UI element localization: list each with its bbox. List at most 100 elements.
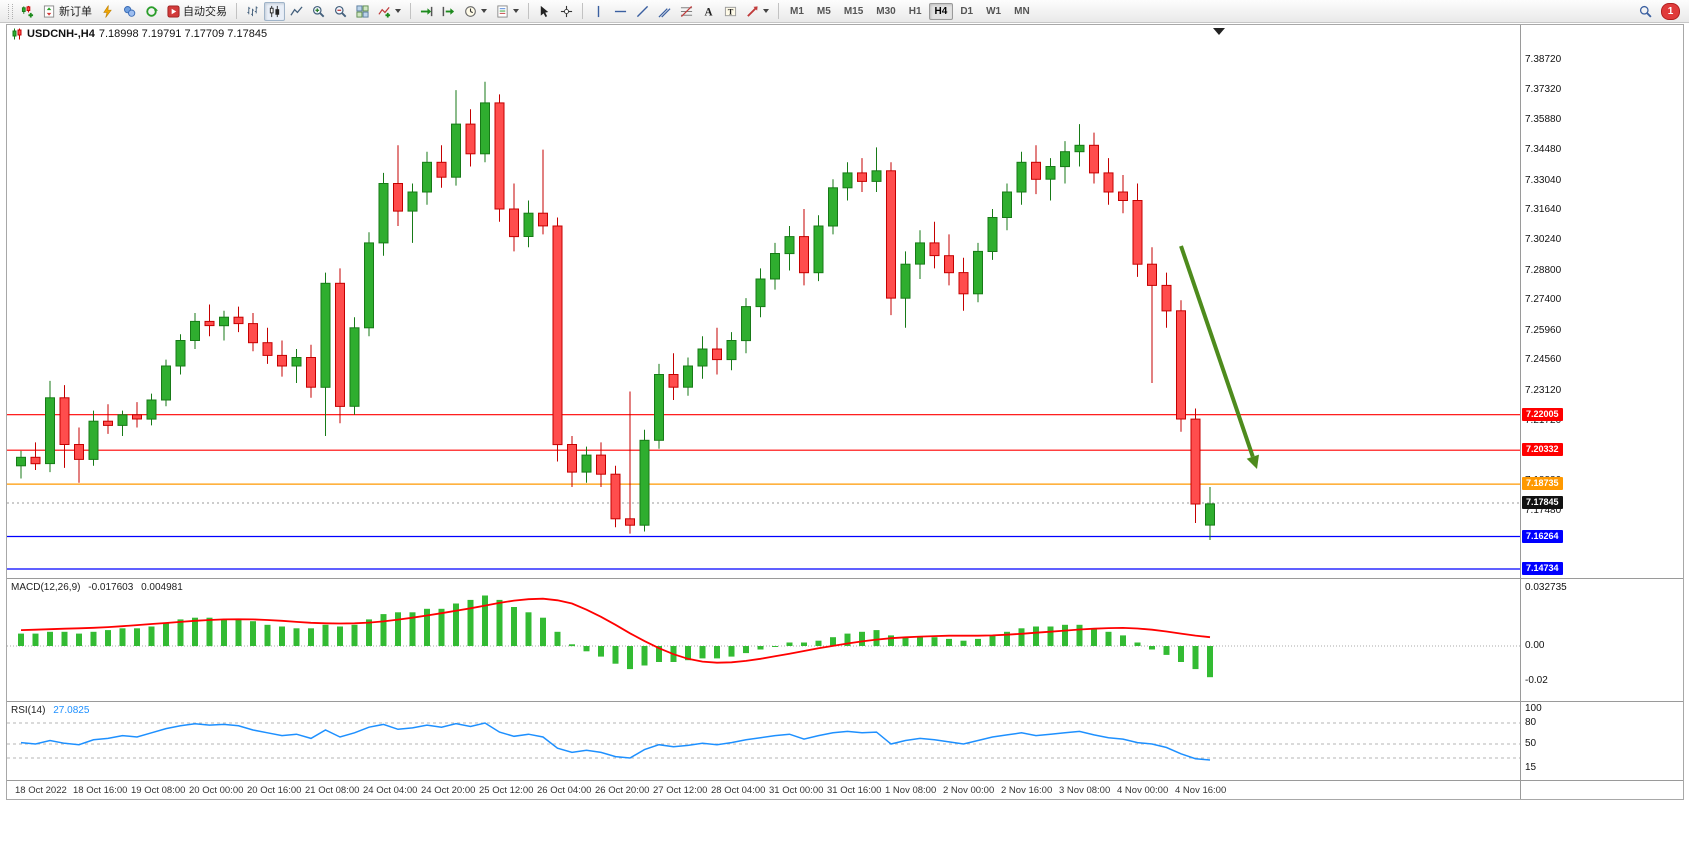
profiles-button[interactable] <box>119 2 140 21</box>
macd-bar <box>554 631 561 646</box>
macd-bar <box>830 637 836 647</box>
macd-value: -0.017603 <box>88 582 134 593</box>
candle <box>219 316 229 327</box>
crosshair-button[interactable] <box>556 2 577 21</box>
trend-arrow[interactable] <box>1179 245 1255 458</box>
time-axis[interactable]: 18 Oct 2022 18 Oct 16:00 19 Oct 08:00 20 Oc… <box>7 781 1520 799</box>
candle <box>741 306 751 342</box>
candle <box>59 397 70 445</box>
toolbar-grip <box>8 3 13 19</box>
candle <box>349 327 360 407</box>
candle <box>378 183 389 244</box>
candle <box>204 320 215 327</box>
templates-icon <box>497 4 508 18</box>
macd-bar <box>960 640 967 646</box>
candle <box>596 454 606 475</box>
rsi-scale-label: 15 <box>1525 762 1537 773</box>
price-tag-7.14734: 7.14734 <box>1522 562 1563 575</box>
toolbar-separator <box>582 3 583 19</box>
tile-windows-icon <box>356 4 369 18</box>
chart-shift-marker[interactable] <box>1213 28 1225 35</box>
candle <box>842 172 853 189</box>
macd-bar <box>148 626 155 646</box>
rsi-panel-canvas[interactable] <box>7 702 1520 780</box>
timeframe-h1-button[interactable]: H1 <box>908 5 922 17</box>
new-order-button[interactable]: 新订单 <box>39 2 96 21</box>
auto-scroll-button[interactable] <box>416 2 437 21</box>
price-tag-7.20332: 7.20332 <box>1522 443 1563 456</box>
cursor-button[interactable] <box>534 2 555 21</box>
timeframe-m5-button[interactable]: M5 <box>816 5 831 17</box>
zoom-in-button[interactable] <box>308 2 329 21</box>
tile-windows-button[interactable] <box>352 2 373 21</box>
notification-badge[interactable]: 1 <box>1661 2 1680 20</box>
timeframe-w1-button[interactable]: W1 <box>986 5 1002 17</box>
price-axis[interactable]: 7.38720 7.37320 7.35880 7.34480 7.33040 7.316… <box>1521 25 1683 799</box>
macd-bar <box>76 633 82 646</box>
candle <box>799 236 809 274</box>
shapes-caret-icon <box>763 9 769 13</box>
zoom-out-button[interactable] <box>330 2 351 21</box>
metaeditor-button[interactable] <box>97 2 118 21</box>
timeframe-m30-button[interactable]: M30 <box>876 5 896 17</box>
macd-panel-canvas[interactable] <box>7 579 1520 701</box>
candle <box>364 242 374 329</box>
text-button[interactable]: A <box>698 2 719 21</box>
indicators-button[interactable] <box>374 2 405 21</box>
candle <box>1132 200 1143 265</box>
horizontal-line-button[interactable] <box>610 2 631 21</box>
timeframe-m15-button[interactable]: M15 <box>843 5 864 17</box>
time-label: 18 Oct 2022 <box>15 785 67 796</box>
data-window-button[interactable] <box>141 2 162 21</box>
candle <box>1002 191 1012 218</box>
candle <box>610 473 621 520</box>
panel-separator[interactable] <box>7 578 1683 579</box>
arrows-shapes-button[interactable] <box>742 2 773 21</box>
autotrading-button[interactable]: 自动交易 <box>163 2 231 21</box>
bar-chart-button[interactable] <box>242 2 263 21</box>
macd-bar <box>583 646 590 652</box>
text-label-button[interactable]: T <box>720 2 741 21</box>
candle <box>436 161 447 178</box>
macd-bar <box>1134 642 1141 646</box>
candle <box>567 444 577 473</box>
clock-icon <box>465 5 476 17</box>
candle <box>480 102 490 155</box>
auto-scroll-icon <box>420 6 433 16</box>
main-chart-canvas[interactable] <box>7 25 1520 578</box>
line-chart-button[interactable] <box>286 2 307 21</box>
timeframe-d1-button[interactable]: D1 <box>960 5 974 17</box>
time-label: 26 Oct 20:00 <box>595 785 650 796</box>
timeframe-mn-button[interactable]: MN <box>1014 5 1030 17</box>
candle <box>958 272 969 295</box>
candle <box>523 212 534 237</box>
macd-bar <box>351 624 358 647</box>
macd-bar <box>1004 631 1010 646</box>
candle <box>132 414 142 420</box>
timeframe-h4-button[interactable]: H4 <box>928 2 954 20</box>
fibonacci-button[interactable] <box>676 2 697 21</box>
trendline-button[interactable] <box>632 2 653 21</box>
panel-separator[interactable] <box>7 701 1683 702</box>
candle <box>1060 151 1070 168</box>
macd-signal-value: 0.004981 <box>141 582 183 593</box>
vertical-line-button[interactable] <box>588 2 609 21</box>
svg-text:A: A <box>704 6 712 17</box>
candle <box>1190 418 1201 505</box>
new-chart-button[interactable] <box>17 2 38 21</box>
candlestick-chart-button[interactable] <box>264 1 285 21</box>
chart-shift-button[interactable] <box>438 2 459 21</box>
period-button[interactable] <box>460 2 491 21</box>
autotrading-label: 自动交易 <box>183 6 227 18</box>
arrow-shape-icon <box>747 5 758 17</box>
channel-button[interactable] <box>654 2 675 21</box>
macd-bar <box>1018 628 1025 646</box>
templates-button[interactable] <box>492 2 523 21</box>
price-tick: 7.28800 <box>1525 265 1562 276</box>
macd-bar <box>1178 646 1184 662</box>
macd-bar <box>859 631 865 646</box>
timeframe-m1-button[interactable]: M1 <box>790 5 804 17</box>
candle <box>871 170 882 182</box>
macd-bar <box>569 644 575 647</box>
search-button[interactable] <box>1635 2 1656 21</box>
